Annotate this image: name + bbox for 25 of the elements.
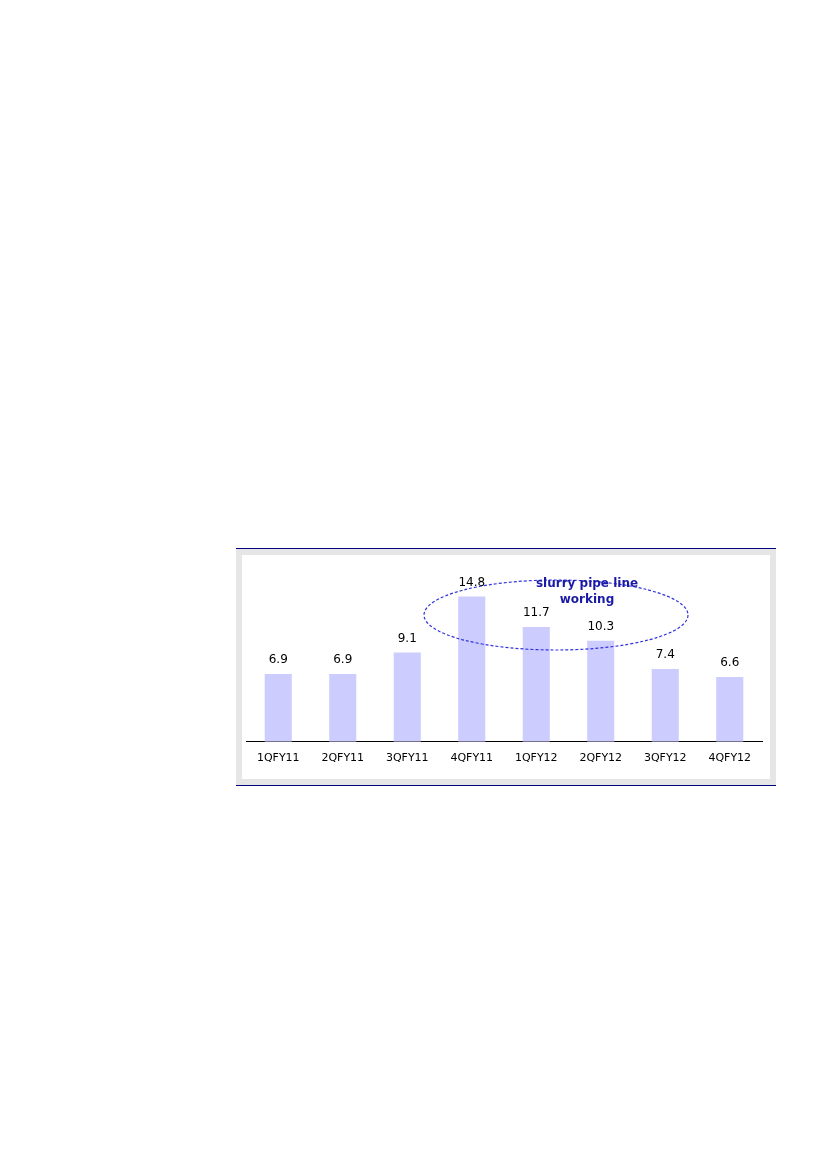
x-tick-label: 2QFY11	[321, 751, 365, 765]
x-tick-label: 3QFY12	[643, 751, 687, 765]
x-tick-label: 2QFY12	[579, 751, 623, 765]
bar	[329, 674, 357, 742]
x-tick-label: 3QFY11	[385, 751, 429, 765]
data-label: 6.6	[720, 655, 740, 670]
data-label: 10.3	[587, 618, 615, 633]
bar	[651, 669, 679, 742]
bar	[264, 674, 292, 742]
x-tick-label: 4QFY12	[708, 751, 752, 765]
bar	[458, 596, 486, 742]
bar	[587, 640, 615, 742]
data-label: 6.9	[333, 652, 353, 667]
data-label: 7.4	[655, 647, 675, 662]
bar	[393, 652, 421, 742]
x-tick-label: 4QFY11	[450, 751, 494, 765]
annotation: slurry pipe line working	[534, 575, 640, 607]
x-tick-label: 1QFY12	[514, 751, 558, 765]
data-label: 14.8	[458, 574, 486, 589]
bar	[716, 676, 744, 742]
data-label: 9.1	[397, 630, 417, 645]
bar	[522, 626, 550, 742]
x-tick-label: 1QFY11	[256, 751, 300, 765]
data-label: 11.7	[522, 605, 550, 620]
data-label: 6.9	[268, 652, 288, 667]
